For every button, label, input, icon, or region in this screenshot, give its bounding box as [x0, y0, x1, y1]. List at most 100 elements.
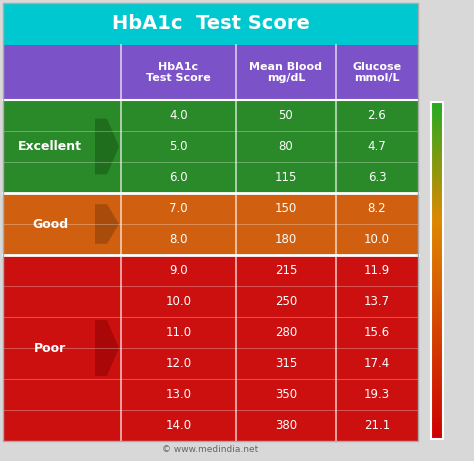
Bar: [432, 415, 442, 417]
Bar: [3, 255, 418, 286]
Bar: [432, 258, 442, 260]
Bar: [432, 334, 442, 336]
Bar: [432, 179, 442, 181]
Bar: [432, 412, 442, 414]
Bar: [432, 393, 442, 395]
Bar: [432, 282, 442, 284]
Bar: [432, 221, 442, 223]
Bar: [432, 174, 442, 176]
Bar: [432, 265, 442, 267]
Bar: [432, 184, 442, 186]
Bar: [432, 378, 442, 380]
Bar: [432, 290, 442, 292]
Bar: [432, 364, 442, 366]
Bar: [432, 420, 442, 422]
Bar: [432, 302, 442, 304]
Bar: [432, 379, 442, 382]
Text: 11.0: 11.0: [165, 326, 191, 339]
Bar: [432, 216, 442, 218]
Bar: [432, 213, 442, 215]
Bar: [432, 211, 442, 213]
Bar: [432, 242, 442, 243]
Bar: [432, 402, 442, 404]
Bar: [432, 268, 442, 271]
Text: 350: 350: [275, 388, 297, 401]
Bar: [432, 125, 442, 127]
Text: 15.6: 15.6: [364, 326, 390, 339]
Bar: [432, 336, 442, 338]
Text: 150: 150: [275, 202, 297, 215]
Text: Excellent: Excellent: [18, 140, 82, 153]
Bar: [432, 315, 442, 318]
Bar: [432, 309, 442, 311]
Bar: [432, 304, 442, 306]
Text: 50: 50: [279, 109, 293, 122]
Bar: [432, 165, 442, 168]
Text: 180: 180: [275, 233, 297, 246]
Bar: [432, 398, 442, 400]
Bar: [432, 118, 442, 120]
Bar: [432, 346, 442, 348]
Bar: [432, 137, 442, 139]
Bar: [432, 188, 442, 189]
Bar: [432, 117, 442, 119]
Bar: [432, 247, 442, 248]
Bar: [432, 427, 442, 429]
Bar: [432, 127, 442, 129]
Bar: [432, 152, 442, 154]
Bar: [432, 183, 442, 184]
Bar: [432, 129, 442, 130]
Bar: [432, 171, 442, 173]
Bar: [3, 3, 418, 441]
Text: 9.0: 9.0: [169, 264, 188, 277]
Bar: [432, 142, 442, 144]
Bar: [432, 110, 442, 112]
Text: Good: Good: [32, 218, 68, 230]
Bar: [432, 181, 442, 183]
Bar: [432, 169, 442, 171]
Bar: [432, 341, 442, 343]
Bar: [432, 122, 442, 124]
Bar: [432, 228, 442, 230]
Bar: [3, 100, 418, 131]
Text: 215: 215: [275, 264, 297, 277]
Bar: [432, 422, 442, 424]
Bar: [432, 160, 442, 163]
Bar: [432, 251, 442, 254]
Bar: [3, 162, 418, 193]
Bar: [432, 164, 442, 166]
Bar: [432, 305, 442, 307]
Bar: [432, 209, 442, 212]
Bar: [432, 250, 442, 252]
Text: 280: 280: [275, 326, 297, 339]
Bar: [432, 432, 442, 434]
Bar: [432, 287, 442, 289]
Bar: [432, 204, 442, 207]
Bar: [432, 433, 442, 436]
Text: 2.6: 2.6: [368, 109, 386, 122]
Bar: [432, 191, 442, 193]
Bar: [432, 284, 442, 286]
Bar: [432, 135, 442, 137]
Bar: [432, 356, 442, 358]
Bar: [432, 300, 442, 302]
Bar: [432, 189, 442, 191]
Text: 12.0: 12.0: [165, 357, 191, 370]
Bar: [432, 275, 442, 277]
Bar: [432, 294, 442, 296]
Bar: [432, 400, 442, 402]
Bar: [432, 272, 442, 274]
Bar: [432, 154, 442, 156]
Bar: [432, 366, 442, 368]
Bar: [432, 230, 442, 232]
Bar: [3, 131, 418, 162]
Text: 315: 315: [275, 357, 297, 370]
Bar: [432, 319, 442, 321]
Bar: [432, 266, 442, 269]
Bar: [432, 371, 442, 373]
Text: 19.3: 19.3: [364, 388, 390, 401]
Bar: [431, 102, 443, 439]
Polygon shape: [95, 320, 119, 376]
Bar: [432, 325, 442, 328]
Bar: [432, 373, 442, 375]
